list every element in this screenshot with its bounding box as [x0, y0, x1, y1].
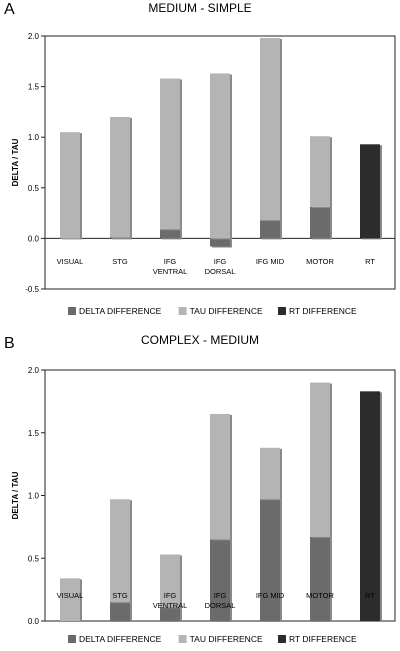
- x-category-label: IFG: [214, 257, 227, 266]
- bar-segment: [260, 447, 280, 500]
- legend-label: TAU DIFFERENCE: [190, 634, 263, 644]
- x-category-label: MOTOR: [306, 591, 334, 600]
- chart-medium-simple: -0.5 0.0 0.5 1.0 1.5 2.0 DELTA / TAU VISUAL STG I…: [11, 32, 396, 316]
- bar-segment: [160, 229, 180, 239]
- x-category-label: VENTRAL: [153, 601, 188, 610]
- bar-segment: [110, 499, 130, 603]
- y-tick-label: 0.0: [28, 617, 40, 626]
- x-category-label: RT: [365, 591, 375, 600]
- legend-label: DELTA DIFFERENCE: [79, 306, 162, 316]
- bar-segment: [60, 578, 80, 621]
- panel-letter-b: B: [4, 335, 15, 352]
- y-axis-label: DELTA / TAU: [11, 471, 20, 519]
- x-category-label: DORSAL: [205, 601, 236, 610]
- y-tick-label: 0.5: [28, 184, 40, 193]
- x-category-label: IFG: [214, 591, 227, 600]
- y-axis-label: DELTA / TAU: [11, 138, 20, 186]
- y-tick-label: -0.5: [25, 285, 39, 294]
- chart-title: MEDIUM - SIMPLE: [148, 1, 251, 15]
- legend-swatch: [178, 307, 187, 315]
- legend-swatch: [178, 635, 187, 643]
- panel-letter-a: A: [4, 1, 15, 18]
- bar-segment: [310, 536, 330, 621]
- x-category-label: IFG: [164, 257, 177, 266]
- y-tick-label: 1.5: [28, 83, 40, 92]
- legend-swatch: [278, 307, 286, 315]
- bar-segment: [160, 554, 180, 608]
- bar-segment: [110, 602, 130, 621]
- bar-segment: [260, 38, 280, 221]
- x-category-label: VISUAL: [57, 257, 84, 266]
- bar-segment: [260, 220, 280, 239]
- x-category-label: IFG MID: [256, 257, 285, 266]
- bar-segment: [160, 78, 180, 230]
- legend-label: TAU DIFFERENCE: [190, 306, 263, 316]
- bar-segment: [210, 539, 230, 621]
- legend-label: RT DIFFERENCE: [289, 634, 357, 644]
- x-category-label: IFG: [164, 591, 177, 600]
- bar-segment: [360, 144, 380, 239]
- x-category-label: VISUAL: [57, 591, 84, 600]
- legend-swatch: [68, 635, 76, 643]
- x-category-label: DORSAL: [205, 267, 236, 276]
- bar-segment: [210, 413, 230, 540]
- y-tick-label: 0.5: [28, 554, 40, 563]
- x-category-label: VENTRAL: [153, 267, 188, 276]
- y-tick-label: 2.0: [28, 366, 40, 375]
- y-tick-label: 1.0: [28, 133, 40, 142]
- bar-segment: [360, 391, 380, 621]
- x-category-label: STG: [112, 591, 128, 600]
- chart-title: COMPLEX - MEDIUM: [141, 333, 259, 347]
- x-category-label: MOTOR: [306, 257, 334, 266]
- bar-segment: [310, 207, 330, 239]
- bar-segment: [210, 73, 230, 239]
- bar-segment: [310, 136, 330, 208]
- legend-label: DELTA DIFFERENCE: [79, 634, 162, 644]
- y-tick-label: 1.5: [28, 429, 40, 438]
- bar-segment: [160, 607, 180, 621]
- bar-segment: [310, 382, 330, 537]
- bar-segment: [60, 132, 80, 239]
- bar-segment: [110, 116, 130, 238]
- legend-label: RT DIFFERENCE: [289, 306, 357, 316]
- bar-shadow: [112, 238, 132, 240]
- legend-swatch: [68, 307, 76, 315]
- plot-frame: [44, 35, 396, 290]
- x-category-label: RT: [365, 257, 375, 266]
- y-tick-label: 0.0: [28, 234, 40, 243]
- y-tick-label: 1.0: [28, 492, 40, 501]
- x-category-label: IFG MID: [256, 591, 285, 600]
- bar-segment: [210, 238, 230, 247]
- y-tick-label: 2.0: [28, 32, 40, 41]
- x-category-label: STG: [112, 257, 128, 266]
- legend-swatch: [278, 635, 286, 643]
- bar-segment: [260, 499, 280, 621]
